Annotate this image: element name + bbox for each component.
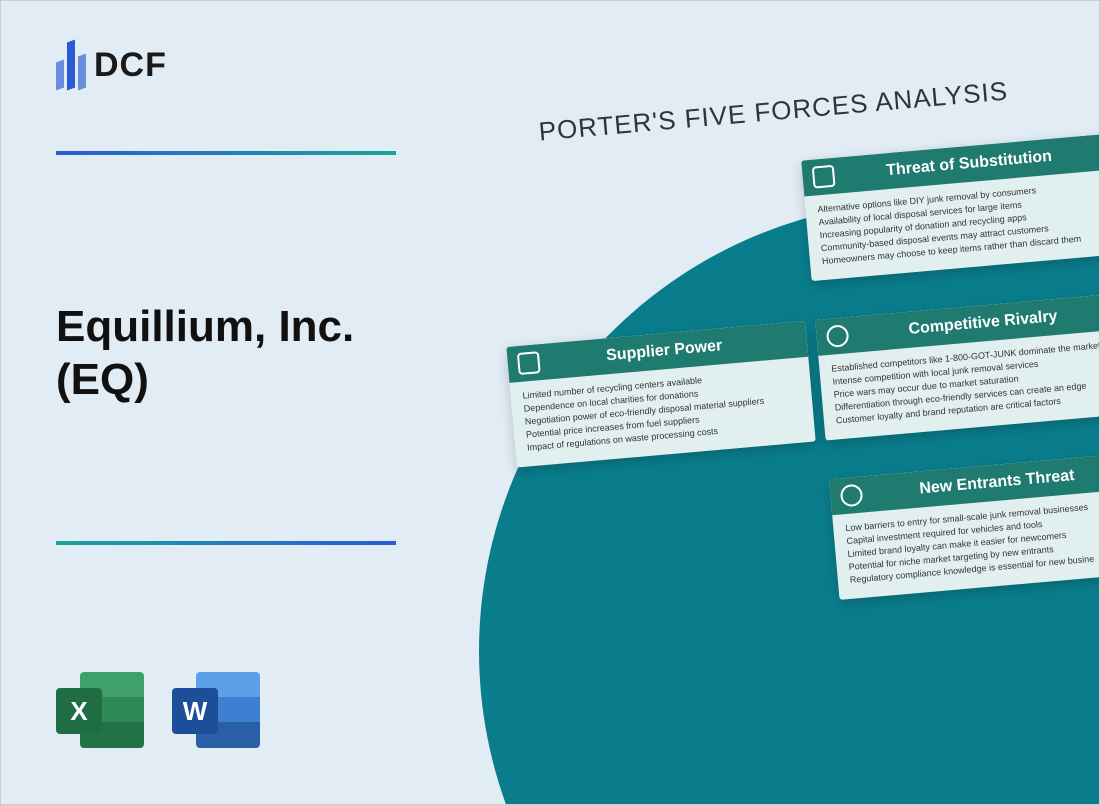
key-icon (517, 351, 541, 375)
diagram-title: PORTER'S FIVE FORCES ANALYSIS (538, 76, 1010, 148)
word-badge-letter: W (172, 688, 218, 734)
divider-top (56, 151, 396, 155)
card-threat-substitution: Threat of Substitution Alternative optio… (801, 133, 1100, 282)
pie-icon (826, 324, 850, 348)
brand-logo: DCF (56, 41, 167, 89)
headline-line1: Equillium, Inc. (56, 301, 354, 354)
refresh-icon (812, 165, 836, 189)
divider-bottom (56, 541, 396, 545)
headline-line2: (EQ) (56, 354, 354, 407)
excel-badge-letter: X (56, 688, 102, 734)
infographic-canvas: DCF Equillium, Inc. (EQ) X W PORTER'S FI… (0, 0, 1100, 805)
file-icons-row: X W (56, 666, 260, 754)
person-icon (840, 484, 864, 508)
page-title: Equillium, Inc. (EQ) (56, 301, 354, 407)
brand-name: DCF (94, 46, 167, 85)
word-icon[interactable]: W (172, 666, 260, 754)
excel-icon[interactable]: X (56, 666, 144, 754)
logo-bars-icon (56, 41, 86, 89)
